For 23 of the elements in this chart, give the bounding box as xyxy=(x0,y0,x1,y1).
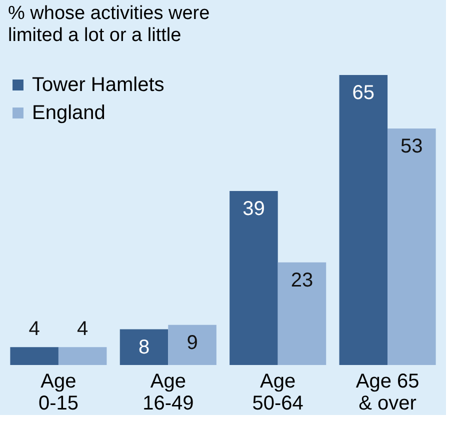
x-tick-label: Age 0-15 xyxy=(38,370,78,414)
x-tick-label: Age 50-64 xyxy=(252,370,304,414)
bar xyxy=(58,347,107,365)
data-label: 8 xyxy=(138,336,150,358)
data-label: 23 xyxy=(290,269,314,292)
bar xyxy=(120,329,168,365)
chart-title: % whose activities were limited a lot or a little xyxy=(8,3,210,46)
data-label: 4 xyxy=(28,318,40,340)
bar xyxy=(168,324,216,365)
data-label: 53 xyxy=(400,136,423,158)
legend-label: Tower Hamlets xyxy=(32,74,164,96)
data-label: 39 xyxy=(242,198,265,220)
x-tick-label: Age 65 & over xyxy=(356,370,420,414)
data-label: 4 xyxy=(77,318,88,340)
data-label: 9 xyxy=(186,332,198,354)
data-label: 65 xyxy=(352,82,375,104)
bar xyxy=(388,128,436,365)
bar xyxy=(278,262,326,365)
bar xyxy=(339,75,388,365)
legend-label: England xyxy=(32,102,106,124)
bar xyxy=(230,191,278,365)
bar xyxy=(10,347,58,365)
x-tick-label: Age 16-49 xyxy=(142,370,194,414)
